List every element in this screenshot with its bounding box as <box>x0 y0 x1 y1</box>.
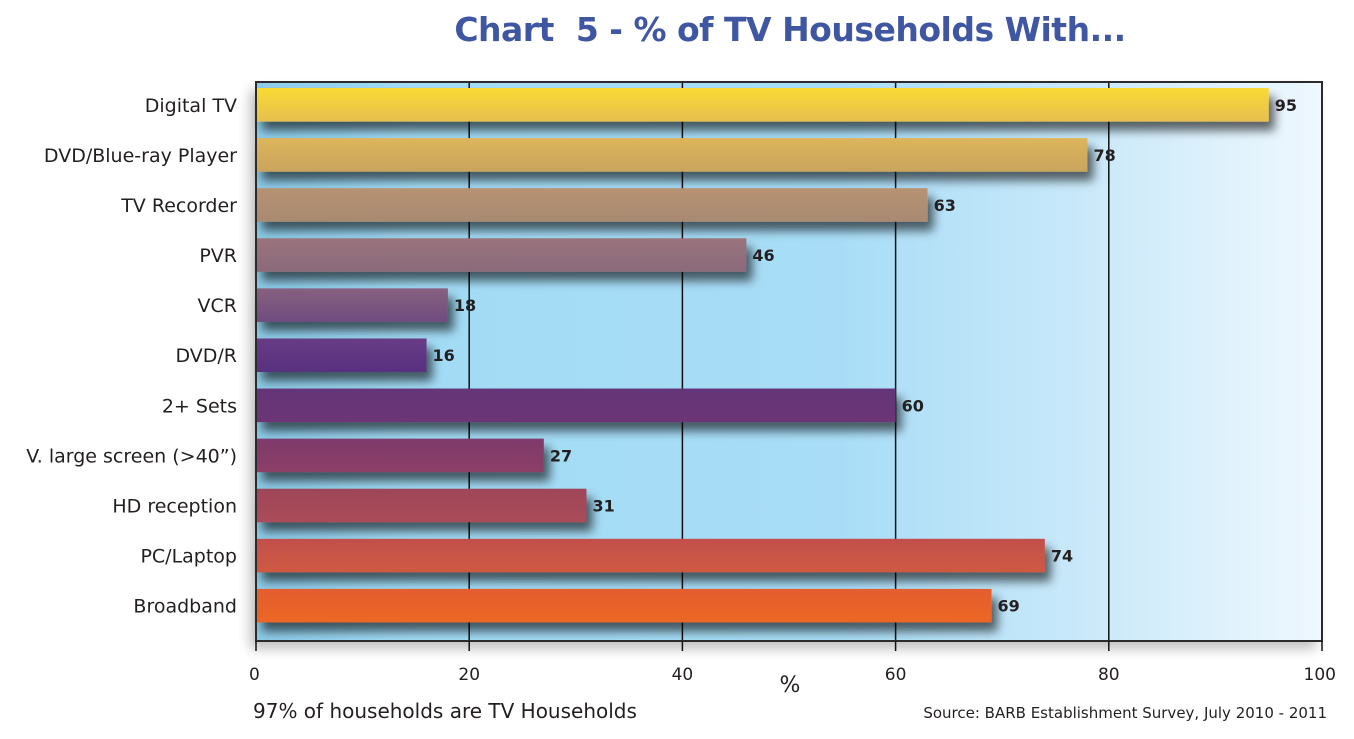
data-label: 95 <box>1275 96 1297 115</box>
category-label: DVD/Blue-ray Player <box>44 145 237 167</box>
category-label: Broadband <box>133 596 237 618</box>
bar <box>256 88 1269 122</box>
tick-label: 0 <box>249 665 260 685</box>
bar <box>256 538 1045 573</box>
bar <box>256 138 1088 172</box>
category-label: PVR <box>199 245 237 267</box>
data-label: 31 <box>592 497 614 516</box>
bar <box>256 338 427 373</box>
tick-label: 80 <box>1098 665 1120 685</box>
data-label: 16 <box>433 346 455 365</box>
bar <box>256 288 448 322</box>
data-label: 46 <box>752 246 774 265</box>
tick-label: 60 <box>885 665 907 685</box>
x-axis-title: % <box>780 673 801 698</box>
plot-frame <box>255 81 1323 642</box>
source-note: Source: BARB Establishment Survey, July … <box>923 704 1327 722</box>
category-labels: Digital TV DVD/Blue-ray Player TV Recorder… <box>26 95 237 618</box>
data-label: 18 <box>454 296 476 315</box>
category-label: Digital TV <box>145 95 237 117</box>
footnote: 97% of households are TV Households <box>253 699 637 723</box>
category-label: HD reception <box>112 496 237 518</box>
x-axis-ticks: 0 20 40 60 80 100 <box>249 641 1336 685</box>
data-labels: 95 78 63 46 18 16 60 27 31 74 69 <box>433 96 1297 616</box>
category-label: PC/Laptop <box>140 546 237 568</box>
category-label: 2+ Sets <box>162 395 237 417</box>
bar <box>256 588 992 623</box>
data-label: 27 <box>550 446 572 465</box>
data-label: 78 <box>1093 146 1115 165</box>
category-label: VCR <box>198 295 237 317</box>
category-label: TV Recorder <box>120 195 237 217</box>
data-label: 60 <box>902 396 924 415</box>
data-label: 63 <box>934 196 956 215</box>
category-label: V. large screen (>40”) <box>26 445 237 467</box>
data-label: 74 <box>1051 547 1073 566</box>
bar <box>256 438 544 473</box>
tick-label: 40 <box>672 665 694 685</box>
data-label: 69 <box>998 597 1020 616</box>
bars <box>256 88 1269 623</box>
chart-title: Chart 5 - % of TV Households With... <box>454 10 1126 49</box>
bar <box>256 488 587 523</box>
category-label: DVD/R <box>175 345 237 367</box>
bar <box>256 238 747 272</box>
tick-label: 100 <box>1304 665 1336 685</box>
bar <box>256 388 896 423</box>
tick-label: 20 <box>458 665 480 685</box>
bar <box>256 188 928 222</box>
